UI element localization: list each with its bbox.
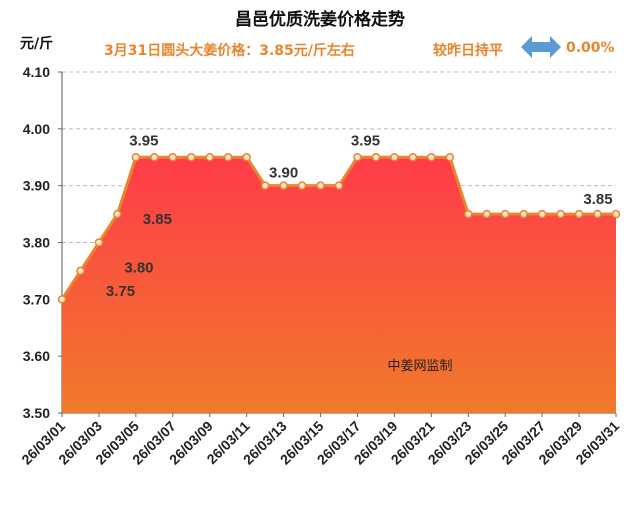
data-points bbox=[57, 153, 621, 304]
data-point bbox=[500, 209, 510, 219]
area-shape bbox=[62, 157, 616, 413]
data-point bbox=[353, 153, 362, 162]
y-tick-label: 4.10 bbox=[23, 64, 50, 80]
data-point bbox=[279, 181, 288, 190]
data-point bbox=[113, 209, 122, 219]
data-point bbox=[593, 209, 602, 219]
data-point bbox=[334, 181, 344, 190]
data-label: 3.85 bbox=[143, 211, 172, 228]
data-point bbox=[131, 153, 141, 162]
x-tick-labels: 26/03/0126/03/0326/03/0526/03/0726/03/09… bbox=[18, 413, 622, 468]
y-tick-labels: 3.50 3.60 3.70 3.80 3.90 4.00 4.10 bbox=[23, 64, 50, 421]
data-point bbox=[94, 238, 104, 247]
data-point bbox=[316, 181, 325, 190]
data-point bbox=[556, 209, 565, 219]
data-point bbox=[205, 153, 214, 162]
data-point bbox=[297, 181, 307, 190]
data-point bbox=[611, 209, 621, 219]
y-tick-label: 4.00 bbox=[23, 121, 50, 137]
y-axis-unit: 元/斤 bbox=[20, 36, 54, 52]
data-point bbox=[482, 209, 491, 219]
data-point bbox=[519, 209, 528, 219]
watermark-text: 中姜网监制 bbox=[387, 358, 452, 373]
chart-title: 昌邑优质洗姜价格走势 bbox=[235, 10, 405, 30]
data-point bbox=[371, 153, 381, 162]
y-tick-label: 3.70 bbox=[23, 291, 50, 307]
area-fill bbox=[62, 157, 616, 413]
data-labels: 3.75 3.80 3.85 3.95 3.90 3.95 3.85 bbox=[106, 132, 613, 300]
data-label: 3.90 bbox=[269, 165, 298, 182]
data-point bbox=[187, 153, 196, 162]
data-point bbox=[537, 209, 547, 219]
data-point bbox=[168, 153, 178, 162]
data-point bbox=[445, 153, 455, 162]
data-label: 3.85 bbox=[583, 191, 612, 208]
data-point bbox=[242, 153, 251, 162]
data-label: 3.95 bbox=[129, 132, 158, 149]
data-label: 3.75 bbox=[106, 283, 135, 300]
data-point bbox=[427, 153, 436, 162]
data-point bbox=[76, 266, 85, 276]
y-tick-label: 3.50 bbox=[23, 405, 50, 421]
data-point bbox=[408, 153, 418, 162]
y-tick-label: 3.90 bbox=[23, 178, 50, 194]
data-point bbox=[150, 153, 159, 162]
data-label: 3.95 bbox=[351, 132, 380, 149]
data-point bbox=[390, 153, 399, 162]
data-point bbox=[260, 181, 270, 190]
double-arrow-icon bbox=[521, 36, 561, 58]
data-label: 3.80 bbox=[124, 260, 153, 277]
data-point bbox=[574, 209, 584, 219]
change-percent: 0.00% bbox=[566, 40, 615, 56]
data-point bbox=[464, 209, 473, 219]
data-point bbox=[57, 295, 67, 304]
price-note: 3月31日圆头大姜价格：3.85元/斤左右 bbox=[104, 43, 355, 59]
y-tick-label: 3.60 bbox=[23, 348, 50, 364]
compare-label: 较昨日持平 bbox=[433, 43, 503, 59]
data-point bbox=[223, 153, 233, 162]
y-tick-label: 3.80 bbox=[23, 235, 50, 251]
